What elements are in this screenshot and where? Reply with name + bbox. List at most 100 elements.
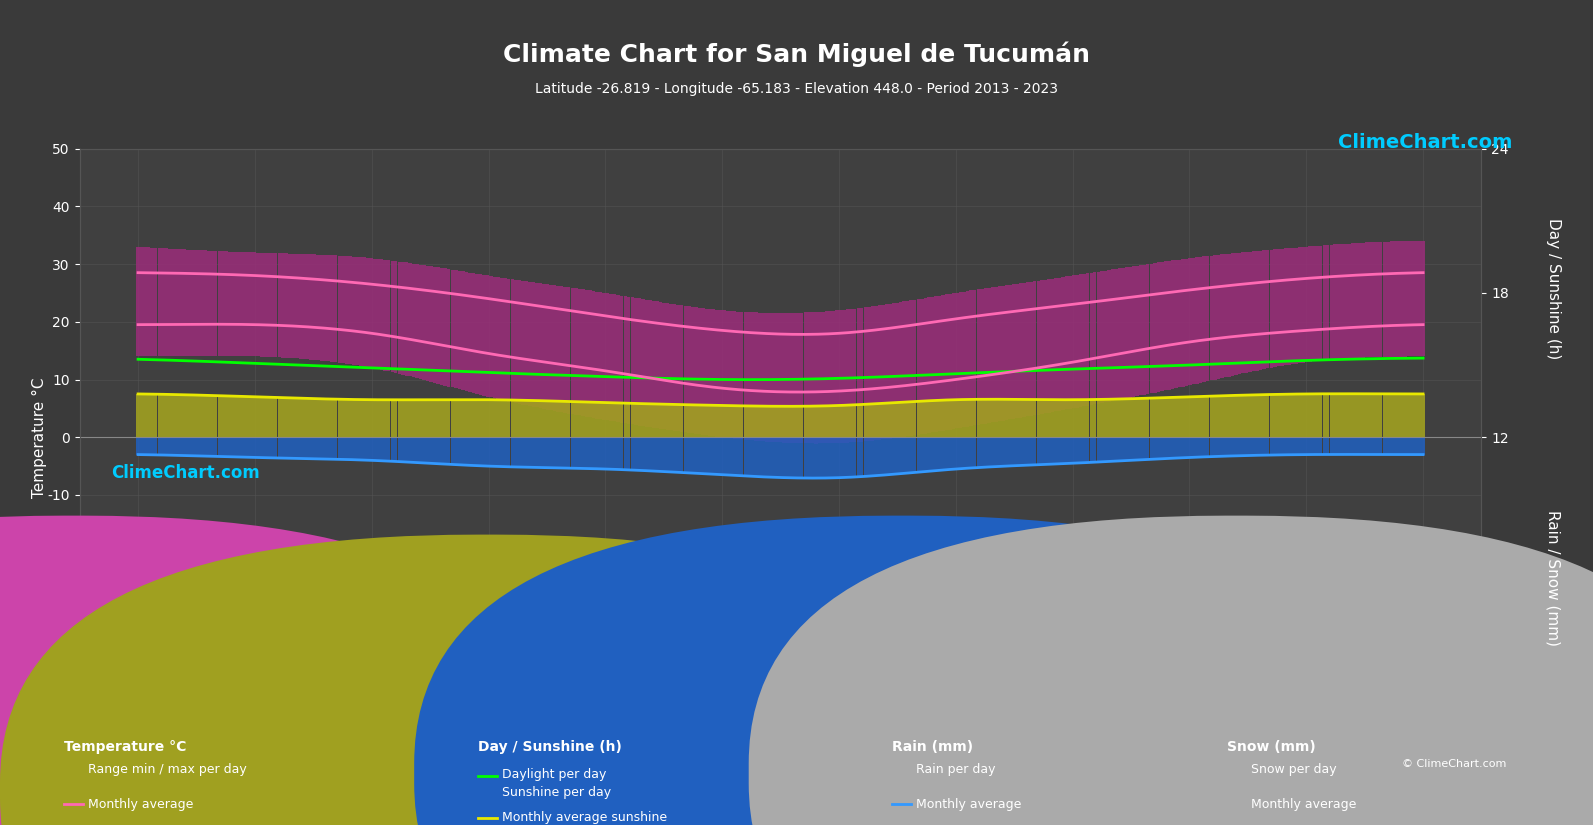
Bar [875,306,878,441]
Bar [299,254,303,359]
Bar [726,311,730,438]
Bar [753,406,758,437]
Bar [1055,278,1058,412]
Bar [362,257,366,366]
Bar [631,403,634,437]
Bar [811,312,814,444]
Bar [761,437,765,477]
Bar [465,437,468,465]
Bar [817,437,820,478]
Bar [1313,437,1316,455]
Bar [1397,394,1400,437]
Bar [553,437,556,468]
Bar [1128,437,1131,460]
Bar [591,437,596,469]
Bar [172,437,175,455]
Bar [977,437,980,468]
Bar [1305,247,1308,362]
Bar [253,252,256,356]
Bar [1333,244,1337,359]
Bar [980,289,983,424]
Bar [155,248,158,356]
Bar [1206,256,1209,381]
Bar [155,394,158,437]
Bar [164,248,167,356]
Bar [190,437,193,455]
Bar [677,437,680,473]
Bar [871,437,875,476]
Bar [1220,396,1223,437]
Bar [652,301,655,428]
Bar [249,437,253,457]
Bar [425,399,429,437]
Bar [306,398,309,437]
Bar [828,311,832,443]
Bar [578,437,581,469]
Bar [941,400,945,437]
Bar [1343,394,1348,437]
Bar [1182,397,1185,437]
Bar [852,437,857,477]
Bar [1249,395,1252,437]
Bar [956,399,959,437]
Bar [285,437,288,458]
Bar [1136,437,1139,460]
Bar [172,394,175,437]
Bar [475,437,478,465]
Bar [436,267,440,384]
Bar [161,437,164,455]
Bar [295,437,298,459]
Bar [1235,395,1238,437]
Bar [620,437,623,469]
Bar [317,255,320,361]
Bar [1301,394,1305,437]
Bar [483,437,486,466]
Bar [1114,269,1118,400]
Bar [1118,437,1121,461]
Bar [169,248,172,356]
Bar [327,399,330,437]
Bar [1266,437,1270,455]
Bar [306,437,309,459]
Bar [852,309,857,442]
Bar [489,437,492,466]
Bar [1055,437,1058,464]
Bar [567,437,570,468]
Bar [1058,399,1061,437]
Bar [1104,399,1107,437]
Bar [800,313,803,443]
Bar [1258,251,1262,370]
Bar [408,400,411,437]
Bar [840,310,843,443]
Bar [736,406,739,437]
Bar [468,399,472,437]
Bar [256,397,260,437]
Bar [959,292,962,428]
Bar [695,405,698,437]
Bar [1182,259,1185,387]
Bar [1093,272,1096,404]
Bar [648,300,652,427]
Bar [398,437,401,462]
Bar [1200,257,1203,383]
Bar [1337,244,1340,359]
Bar [808,437,811,478]
Bar [425,437,429,463]
Bar [1400,437,1403,455]
Bar [983,399,988,437]
Bar [1227,253,1231,376]
Bar [930,401,933,437]
Bar [454,437,457,464]
Bar [715,309,718,436]
Bar [451,437,454,464]
Bar [965,399,970,437]
Bar [507,279,510,402]
Bar [1110,270,1114,401]
Bar [811,437,814,478]
Bar [1139,265,1142,395]
Bar [518,400,521,437]
Bar [1238,252,1241,375]
Bar [448,399,451,437]
Bar [1287,248,1290,365]
Bar [945,295,948,430]
